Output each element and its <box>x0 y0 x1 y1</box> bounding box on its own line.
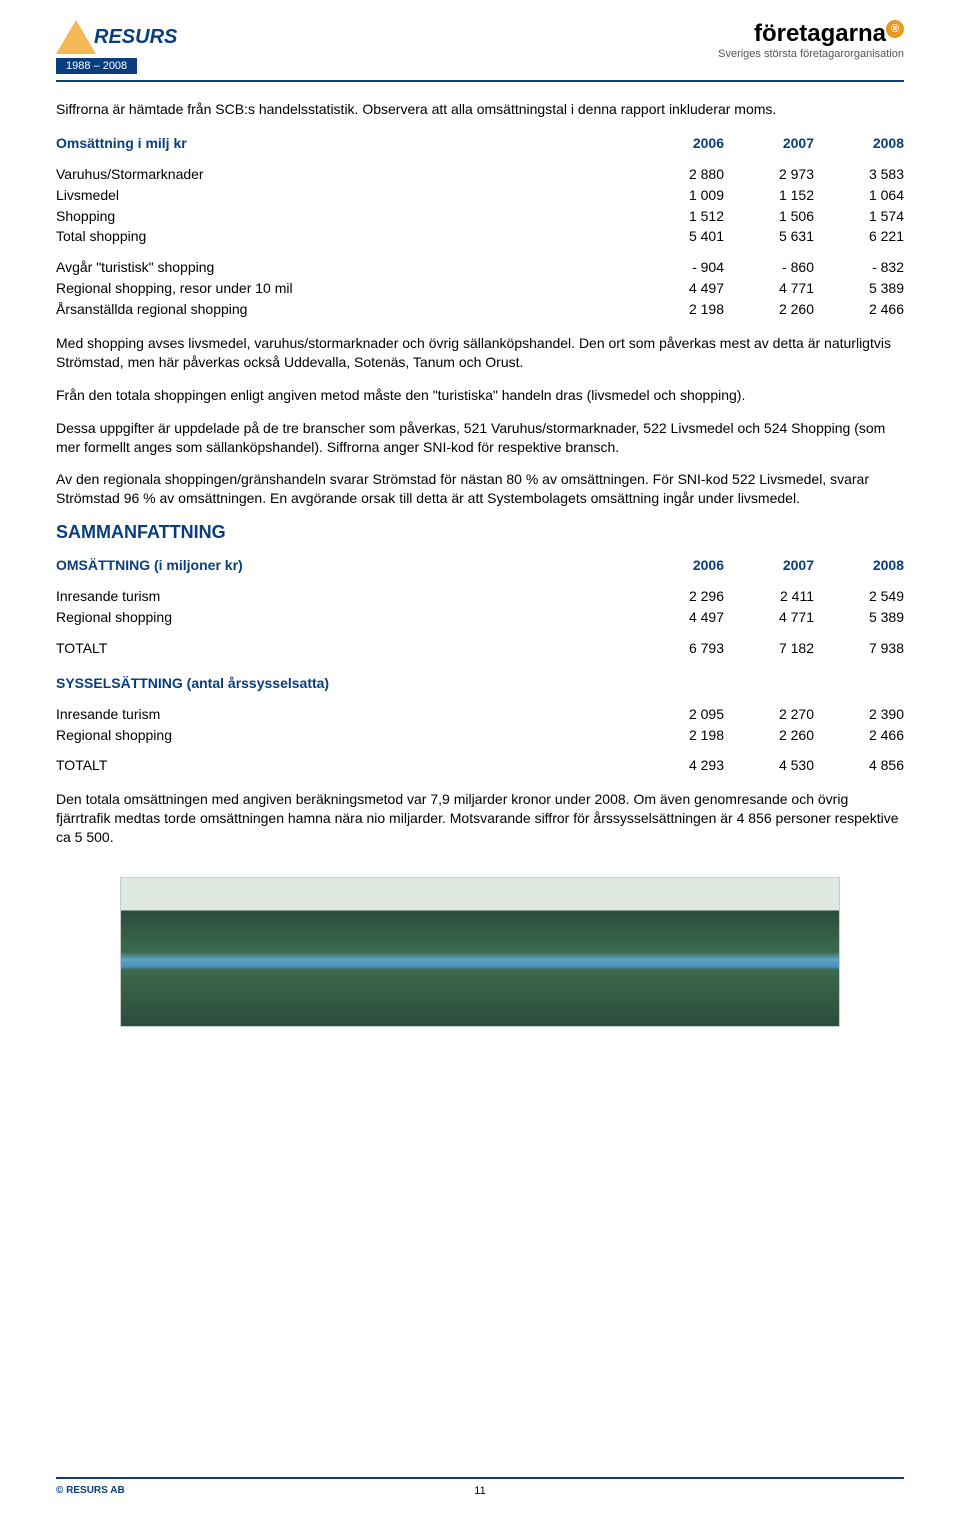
foretagarna-rest: öretagarna <box>762 20 886 47</box>
landscape-image <box>120 877 840 1027</box>
body-paragraph: Av den regionala shoppingen/gränshandeln… <box>56 470 904 508</box>
table-row: Livsmedel 1 009 1 152 1 064 <box>56 185 904 206</box>
year-col: 2008 <box>814 133 904 154</box>
resurs-years-badge: 1988 – 2008 <box>56 58 137 74</box>
table-row: Shopping 1 512 1 506 1 574 <box>56 206 904 227</box>
summary-heading: SAMMANFATTNING <box>56 522 904 543</box>
table-row: Regional shopping, resor under 10 mil 4 … <box>56 278 904 299</box>
body-paragraph: Dessa uppgifter är uppdelade på de tre b… <box>56 419 904 457</box>
footer-copyright: © RESURS AB <box>56 1485 125 1496</box>
year-col: 2006 <box>634 133 724 154</box>
turnover-table: Omsättning i milj kr 2006 2007 2008 Varu… <box>56 133 904 320</box>
table-row-total: TOTALT 6 793 7 182 7 938 <box>56 638 904 659</box>
table-row: Total shopping 5 401 5 631 6 221 <box>56 226 904 247</box>
table-row: Inresande turism 2 095 2 270 2 390 <box>56 704 904 725</box>
body-paragraph: Från den totala shoppingen enligt angive… <box>56 386 904 405</box>
year-col: 2007 <box>724 133 814 154</box>
header-divider <box>56 80 904 82</box>
page-footer: © RESURS AB 11 <box>56 1477 904 1496</box>
summary-syss-table: SYSSELSÄTTNING (antal årssysselsatta) In… <box>56 673 904 777</box>
summary-oms-title: OMSÄTTNING (i miljoner kr) <box>56 555 634 576</box>
table-row: Inresande turism 2 296 2 411 2 549 <box>56 586 904 607</box>
resurs-triangle-icon <box>56 20 96 54</box>
page-header: RESURS 1988 – 2008 företagarna® Sveriges… <box>56 20 904 74</box>
resurs-brand-text: RESURS <box>94 26 177 49</box>
table-row: Årsanställda regional shopping 2 198 2 2… <box>56 299 904 320</box>
footer-page-number: 11 <box>474 1485 485 1497</box>
table-row: Regional shopping 4 497 4 771 5 389 <box>56 607 904 628</box>
logo-foretagarna-block: företagarna® Sveriges största företagaro… <box>718 20 904 60</box>
table-row: Avgår "turistisk" shopping - 904 - 860 -… <box>56 257 904 278</box>
table-row: Regional shopping 2 198 2 260 2 466 <box>56 725 904 746</box>
table-row: Varuhus/Stormarknader 2 880 2 973 3 583 <box>56 164 904 185</box>
intro-paragraph: Siffrorna är hämtade från SCB:s handelss… <box>56 100 904 119</box>
summary-syss-title: SYSSELSÄTTNING (antal årssysselsatta) <box>56 673 904 694</box>
foretagarna-f: f <box>754 20 762 47</box>
table-row-total: TOTALT 4 293 4 530 4 856 <box>56 755 904 776</box>
registered-icon: ® <box>886 20 904 38</box>
logo-resurs-block: RESURS 1988 – 2008 <box>56 20 177 74</box>
body-paragraph: Med shopping avses livsmedel, varuhus/st… <box>56 334 904 372</box>
closing-paragraph: Den totala omsättningen med angiven berä… <box>56 790 904 847</box>
turnover-table-title: Omsättning i milj kr <box>56 133 634 154</box>
summary-oms-table: OMSÄTTNING (i miljoner kr) 2006 2007 200… <box>56 555 904 659</box>
foretagarna-tagline: Sveriges största företagarorganisation <box>718 48 904 60</box>
